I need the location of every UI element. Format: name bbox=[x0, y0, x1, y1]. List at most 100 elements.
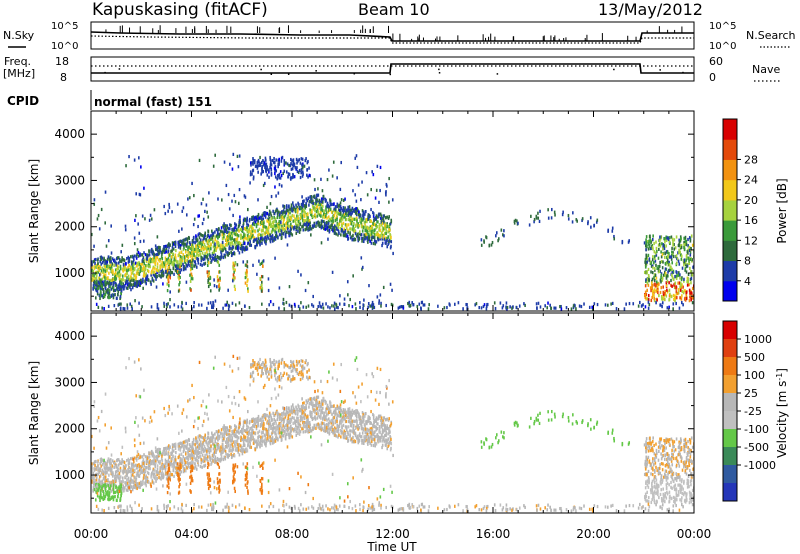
power-cell bbox=[227, 234, 229, 238]
power-cell bbox=[506, 305, 509, 310]
power-cell bbox=[259, 239, 262, 243]
power-cell bbox=[226, 224, 229, 228]
power-cell bbox=[327, 221, 330, 225]
power-cell bbox=[218, 286, 221, 290]
power-cell bbox=[202, 197, 204, 201]
power-cell bbox=[550, 306, 553, 310]
power-cell bbox=[166, 304, 168, 309]
power-cell bbox=[364, 225, 367, 229]
power-cell bbox=[685, 258, 688, 262]
power-cell bbox=[246, 222, 248, 226]
power-cell bbox=[690, 298, 693, 302]
power-cell bbox=[368, 226, 370, 230]
power-cell bbox=[178, 253, 180, 257]
power-cell bbox=[660, 255, 663, 259]
power-cell bbox=[264, 156, 267, 160]
power-cell bbox=[321, 209, 324, 213]
power-cell bbox=[242, 224, 244, 228]
velocity-cell bbox=[137, 469, 139, 473]
velocity-cell bbox=[177, 442, 180, 447]
power-cell bbox=[345, 224, 348, 228]
velocity-cell bbox=[197, 426, 199, 431]
power-cell bbox=[547, 216, 550, 220]
power-cell bbox=[198, 214, 201, 218]
power-cell bbox=[133, 242, 136, 246]
power-cell bbox=[214, 238, 217, 242]
power-cell bbox=[165, 250, 168, 254]
power-cell bbox=[212, 245, 215, 249]
power-cell bbox=[165, 246, 168, 251]
power-cell bbox=[646, 278, 649, 282]
power-cell bbox=[118, 287, 121, 292]
power-cell bbox=[312, 214, 314, 219]
power-cell bbox=[119, 278, 121, 282]
power-cell bbox=[266, 168, 268, 172]
power-cell bbox=[217, 232, 220, 236]
power-colorbar-swatch bbox=[723, 220, 737, 241]
power-cell bbox=[251, 224, 253, 228]
power-cell bbox=[334, 231, 337, 235]
velocity-cell bbox=[132, 462, 135, 467]
power-cell bbox=[122, 263, 125, 267]
velocity-cell bbox=[136, 471, 138, 475]
velocity-cell bbox=[135, 416, 137, 420]
power-cell bbox=[200, 256, 203, 260]
power-cell bbox=[261, 228, 263, 232]
power-cell bbox=[162, 274, 164, 278]
velocity-cell bbox=[201, 443, 204, 447]
velocity-cell bbox=[164, 468, 167, 473]
power-cell bbox=[236, 239, 238, 243]
power-cell bbox=[252, 215, 255, 219]
velocity-cell bbox=[180, 463, 183, 468]
power-cell bbox=[253, 159, 256, 163]
velocity-cell bbox=[143, 461, 146, 465]
power-cell bbox=[524, 303, 526, 308]
power-cell bbox=[320, 241, 323, 245]
power-cell bbox=[225, 238, 227, 242]
power-cell bbox=[207, 284, 210, 289]
power-cell bbox=[138, 272, 141, 276]
velocity-cell bbox=[98, 468, 101, 473]
power-cell bbox=[688, 256, 690, 260]
velocity-cell bbox=[203, 449, 205, 453]
power-cell bbox=[212, 231, 214, 235]
power-cell bbox=[305, 305, 308, 309]
power-cell bbox=[177, 270, 180, 275]
power-cell bbox=[96, 266, 99, 270]
velocity-cell bbox=[182, 444, 185, 448]
power-cell bbox=[302, 220, 305, 224]
power-cell bbox=[333, 307, 336, 311]
nave-label: Nave bbox=[752, 63, 780, 76]
power-cell bbox=[642, 303, 644, 307]
power-cell bbox=[683, 289, 686, 293]
velocity-cell bbox=[199, 464, 202, 469]
velocity-cell bbox=[201, 447, 204, 452]
velocity-cell bbox=[125, 469, 128, 473]
power-cell bbox=[132, 282, 135, 286]
power-cell bbox=[244, 195, 247, 199]
velocity-cell bbox=[148, 462, 151, 467]
power-cell bbox=[103, 263, 106, 267]
power-cell bbox=[307, 224, 309, 228]
power-cell bbox=[296, 205, 298, 209]
power-cell bbox=[192, 222, 195, 227]
power-cell bbox=[264, 158, 267, 162]
power-cell bbox=[343, 227, 346, 231]
power-cell bbox=[248, 237, 251, 242]
power-cell bbox=[232, 266, 235, 270]
velocity-cell bbox=[105, 464, 108, 469]
power-cell bbox=[110, 278, 113, 282]
power-cell bbox=[304, 288, 307, 293]
power-cell bbox=[214, 242, 216, 246]
velocity-cell bbox=[159, 459, 161, 464]
power-cell bbox=[351, 235, 353, 239]
velocity-cell bbox=[148, 451, 150, 455]
power-cell bbox=[684, 267, 687, 271]
power-cell bbox=[669, 292, 671, 296]
velocity-cell bbox=[134, 476, 136, 480]
velocity-cell bbox=[143, 441, 145, 445]
power-cell bbox=[237, 248, 239, 252]
power-cell bbox=[283, 159, 286, 163]
power-cell bbox=[664, 251, 667, 256]
power-cell bbox=[344, 215, 346, 219]
